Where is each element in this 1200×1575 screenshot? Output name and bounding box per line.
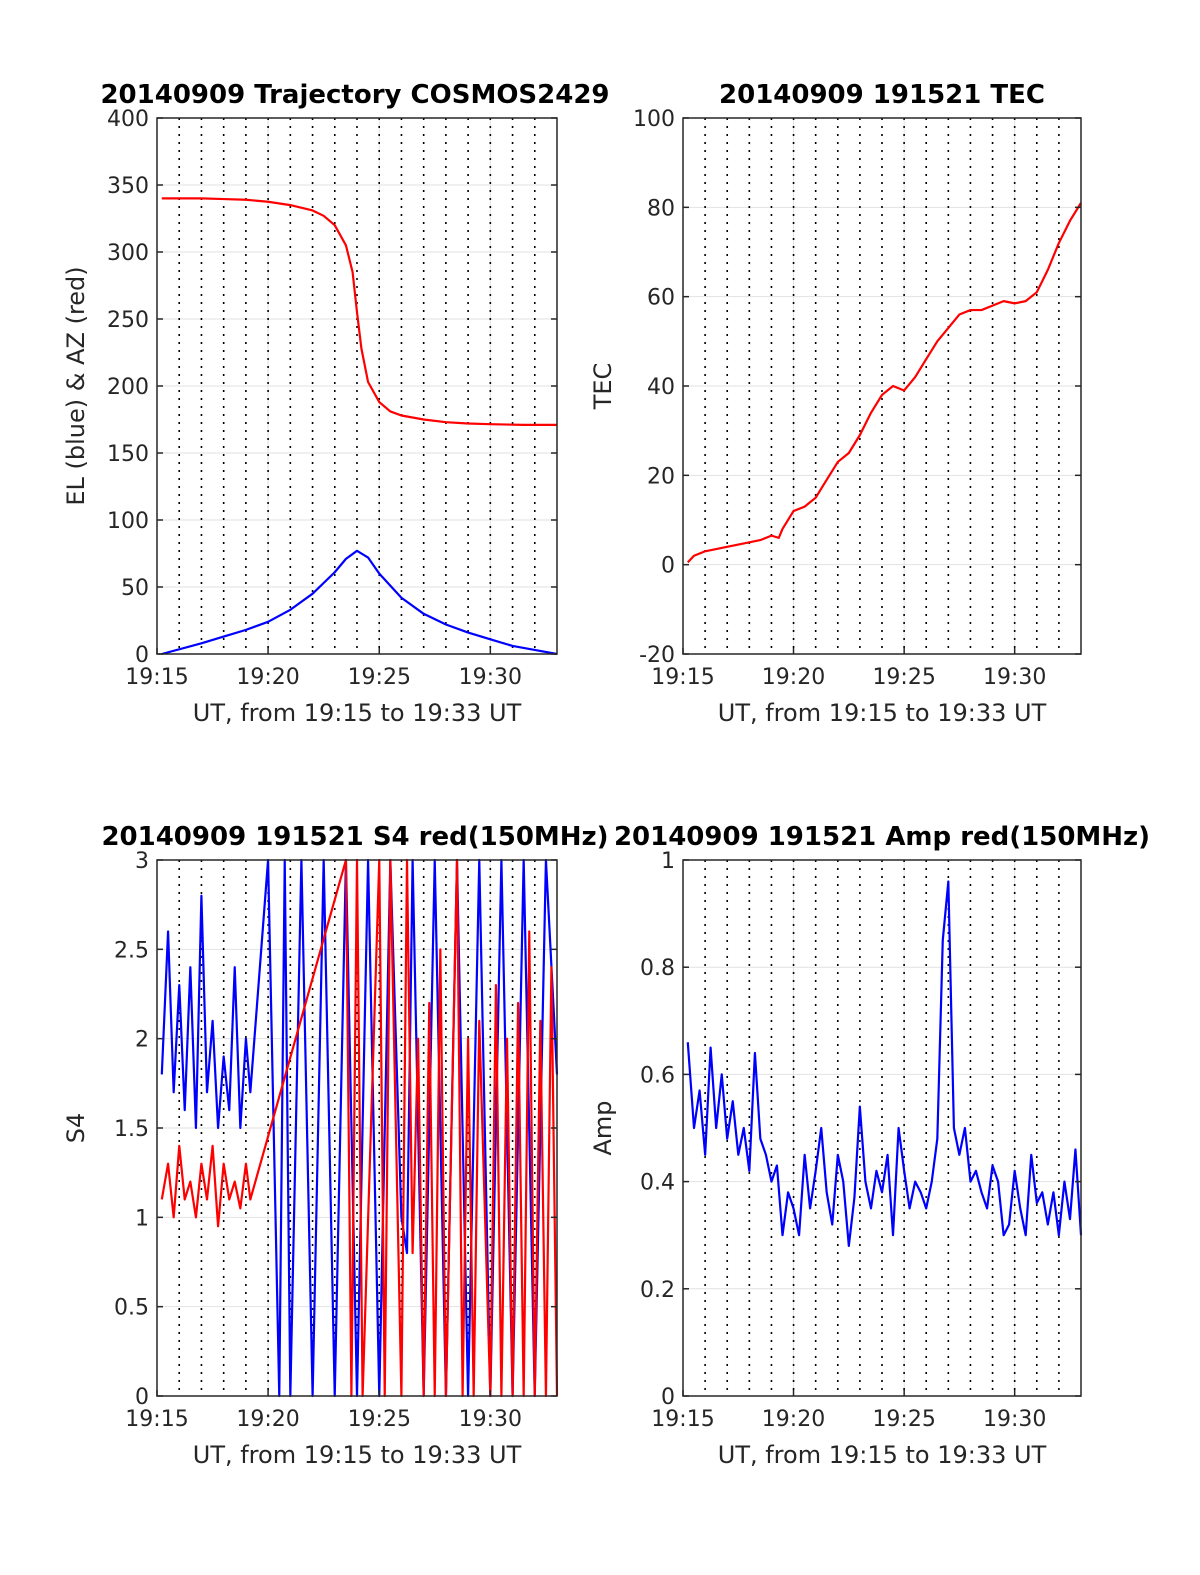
s4-ytick-label-5: 2.5 (114, 938, 149, 963)
amp-ylabel: Amp (589, 1100, 617, 1155)
tec-title: 20140909 191521 TEC (719, 80, 1045, 110)
s4-ytick-label-0: 0 (135, 1385, 149, 1410)
amp-ytick-label-3: 0.6 (640, 1063, 675, 1088)
s4-panel: 0 0.5 1 1.5 2 2.5 3 19:15 19:20 19:25 19:30 UT, fro… (62, 822, 609, 1469)
trajectory-xtick-label-2: 19:25 (348, 665, 411, 690)
s4-ytick-label-6: 3 (135, 849, 149, 874)
tec-series-0 (686, 202, 1082, 564)
s4-xtick-label-3: 19:30 (459, 1407, 522, 1432)
tec-ytick-label-1: 0 (661, 554, 675, 579)
amp-ytick-label-0: 0 (661, 1385, 675, 1410)
tec-ylabel: TEC (589, 363, 617, 411)
trajectory-ytick-label-5: 250 (107, 308, 149, 333)
trajectory-ytick-label-4: 200 (107, 375, 149, 400)
trajectory-xtick-label-1: 19:20 (236, 665, 299, 690)
tec-xtick-label-0: 19:15 (651, 665, 714, 690)
s4-xtick-label-2: 19:25 (348, 1407, 411, 1432)
trajectory-ytick-label-8: 400 (107, 107, 149, 132)
trajectory-xtick-label-3: 19:30 (459, 665, 522, 690)
amp-xtick-label-3: 19:30 (983, 1407, 1046, 1432)
tec-ytick-label-4: 60 (647, 286, 675, 311)
tec-ytick-label-2: 20 (647, 464, 675, 489)
amp-xtick-label-0: 19:15 (651, 1407, 714, 1432)
amp-xlabel: UT, from 19:15 to 19:33 UT (718, 1441, 1047, 1469)
tec-panel: -20 0 20 40 60 80 100 19:15 19:20 19:25 19:30 UT, f… (589, 80, 1082, 727)
s4-xlabel: UT, from 19:15 to 19:33 UT (193, 1441, 522, 1469)
amp-axes-box (682, 859, 1082, 1397)
s4-ytick-label-1: 0.5 (114, 1296, 149, 1321)
amp-xtick-label-2: 19:25 (872, 1407, 935, 1432)
s4-xtick-label-0: 19:15 (125, 1407, 188, 1432)
tec-ytick-label-5: 80 (647, 196, 675, 221)
amp-ytick-label-2: 0.4 (640, 1171, 675, 1196)
tec-xlabel: UT, from 19:15 to 19:33 UT (718, 699, 1047, 727)
trajectory-ytick-label-3: 150 (107, 442, 149, 467)
trajectory-ylabel: EL (blue) & AZ (red) (62, 266, 90, 505)
s4-ylabel: S4 (62, 1113, 90, 1144)
trajectory-title: 20140909 Trajectory COSMOS2429 (100, 80, 609, 110)
tec-ytick-label-0: -20 (639, 643, 675, 668)
amp-title: 20140909 191521 Amp red(150MHz) (614, 822, 1150, 852)
tec-ytick-label-3: 40 (647, 375, 675, 400)
trajectory-ytick-label-7: 350 (107, 174, 149, 199)
tec-xtick-label-2: 19:25 (872, 665, 935, 690)
s4-ytick-label-2: 1 (135, 1206, 149, 1231)
s4-ytick-label-3: 1.5 (114, 1117, 149, 1142)
trajectory-xtick-label-0: 19:15 (125, 665, 188, 690)
amp-xtick-label-1: 19:20 (762, 1407, 825, 1432)
amp-series-0 (686, 880, 1083, 1248)
s4-title: 20140909 191521 S4 red(150MHz) (101, 822, 608, 852)
s4-ytick-label-4: 2 (135, 1028, 149, 1053)
amp-ytick-label-5: 1 (661, 849, 675, 874)
amp-ytick-label-4: 0.8 (640, 956, 675, 981)
trajectory-xlabel: UT, from 19:15 to 19:33 UT (193, 699, 522, 727)
tec-ytick-label-6: 100 (633, 107, 675, 132)
amp-ytick-label-1: 0.2 (640, 1278, 675, 1303)
trajectory-ytick-label-6: 300 (107, 241, 149, 266)
trajectory-series-1 (161, 549, 558, 656)
trajectory-ytick-label-2: 100 (107, 509, 149, 534)
amp-panel: 0 0.2 0.4 0.6 0.8 1 19:15 19:20 19:25 19:30 UT, fr… (589, 822, 1150, 1469)
s4-xtick-label-1: 19:20 (236, 1407, 299, 1432)
trajectory-ytick-label-0: 0 (135, 643, 149, 668)
trajectory-panel: 0 50 100 150 200 250 300 350 400 19:15 19:20 19:25 1… (62, 80, 610, 727)
trajectory-ytick-label-1: 50 (121, 576, 149, 601)
trajectory-series-0 (161, 197, 557, 426)
s4-series-0 (160, 858, 559, 1398)
tec-xtick-label-3: 19:30 (983, 665, 1046, 690)
tec-xtick-label-1: 19:20 (762, 665, 825, 690)
